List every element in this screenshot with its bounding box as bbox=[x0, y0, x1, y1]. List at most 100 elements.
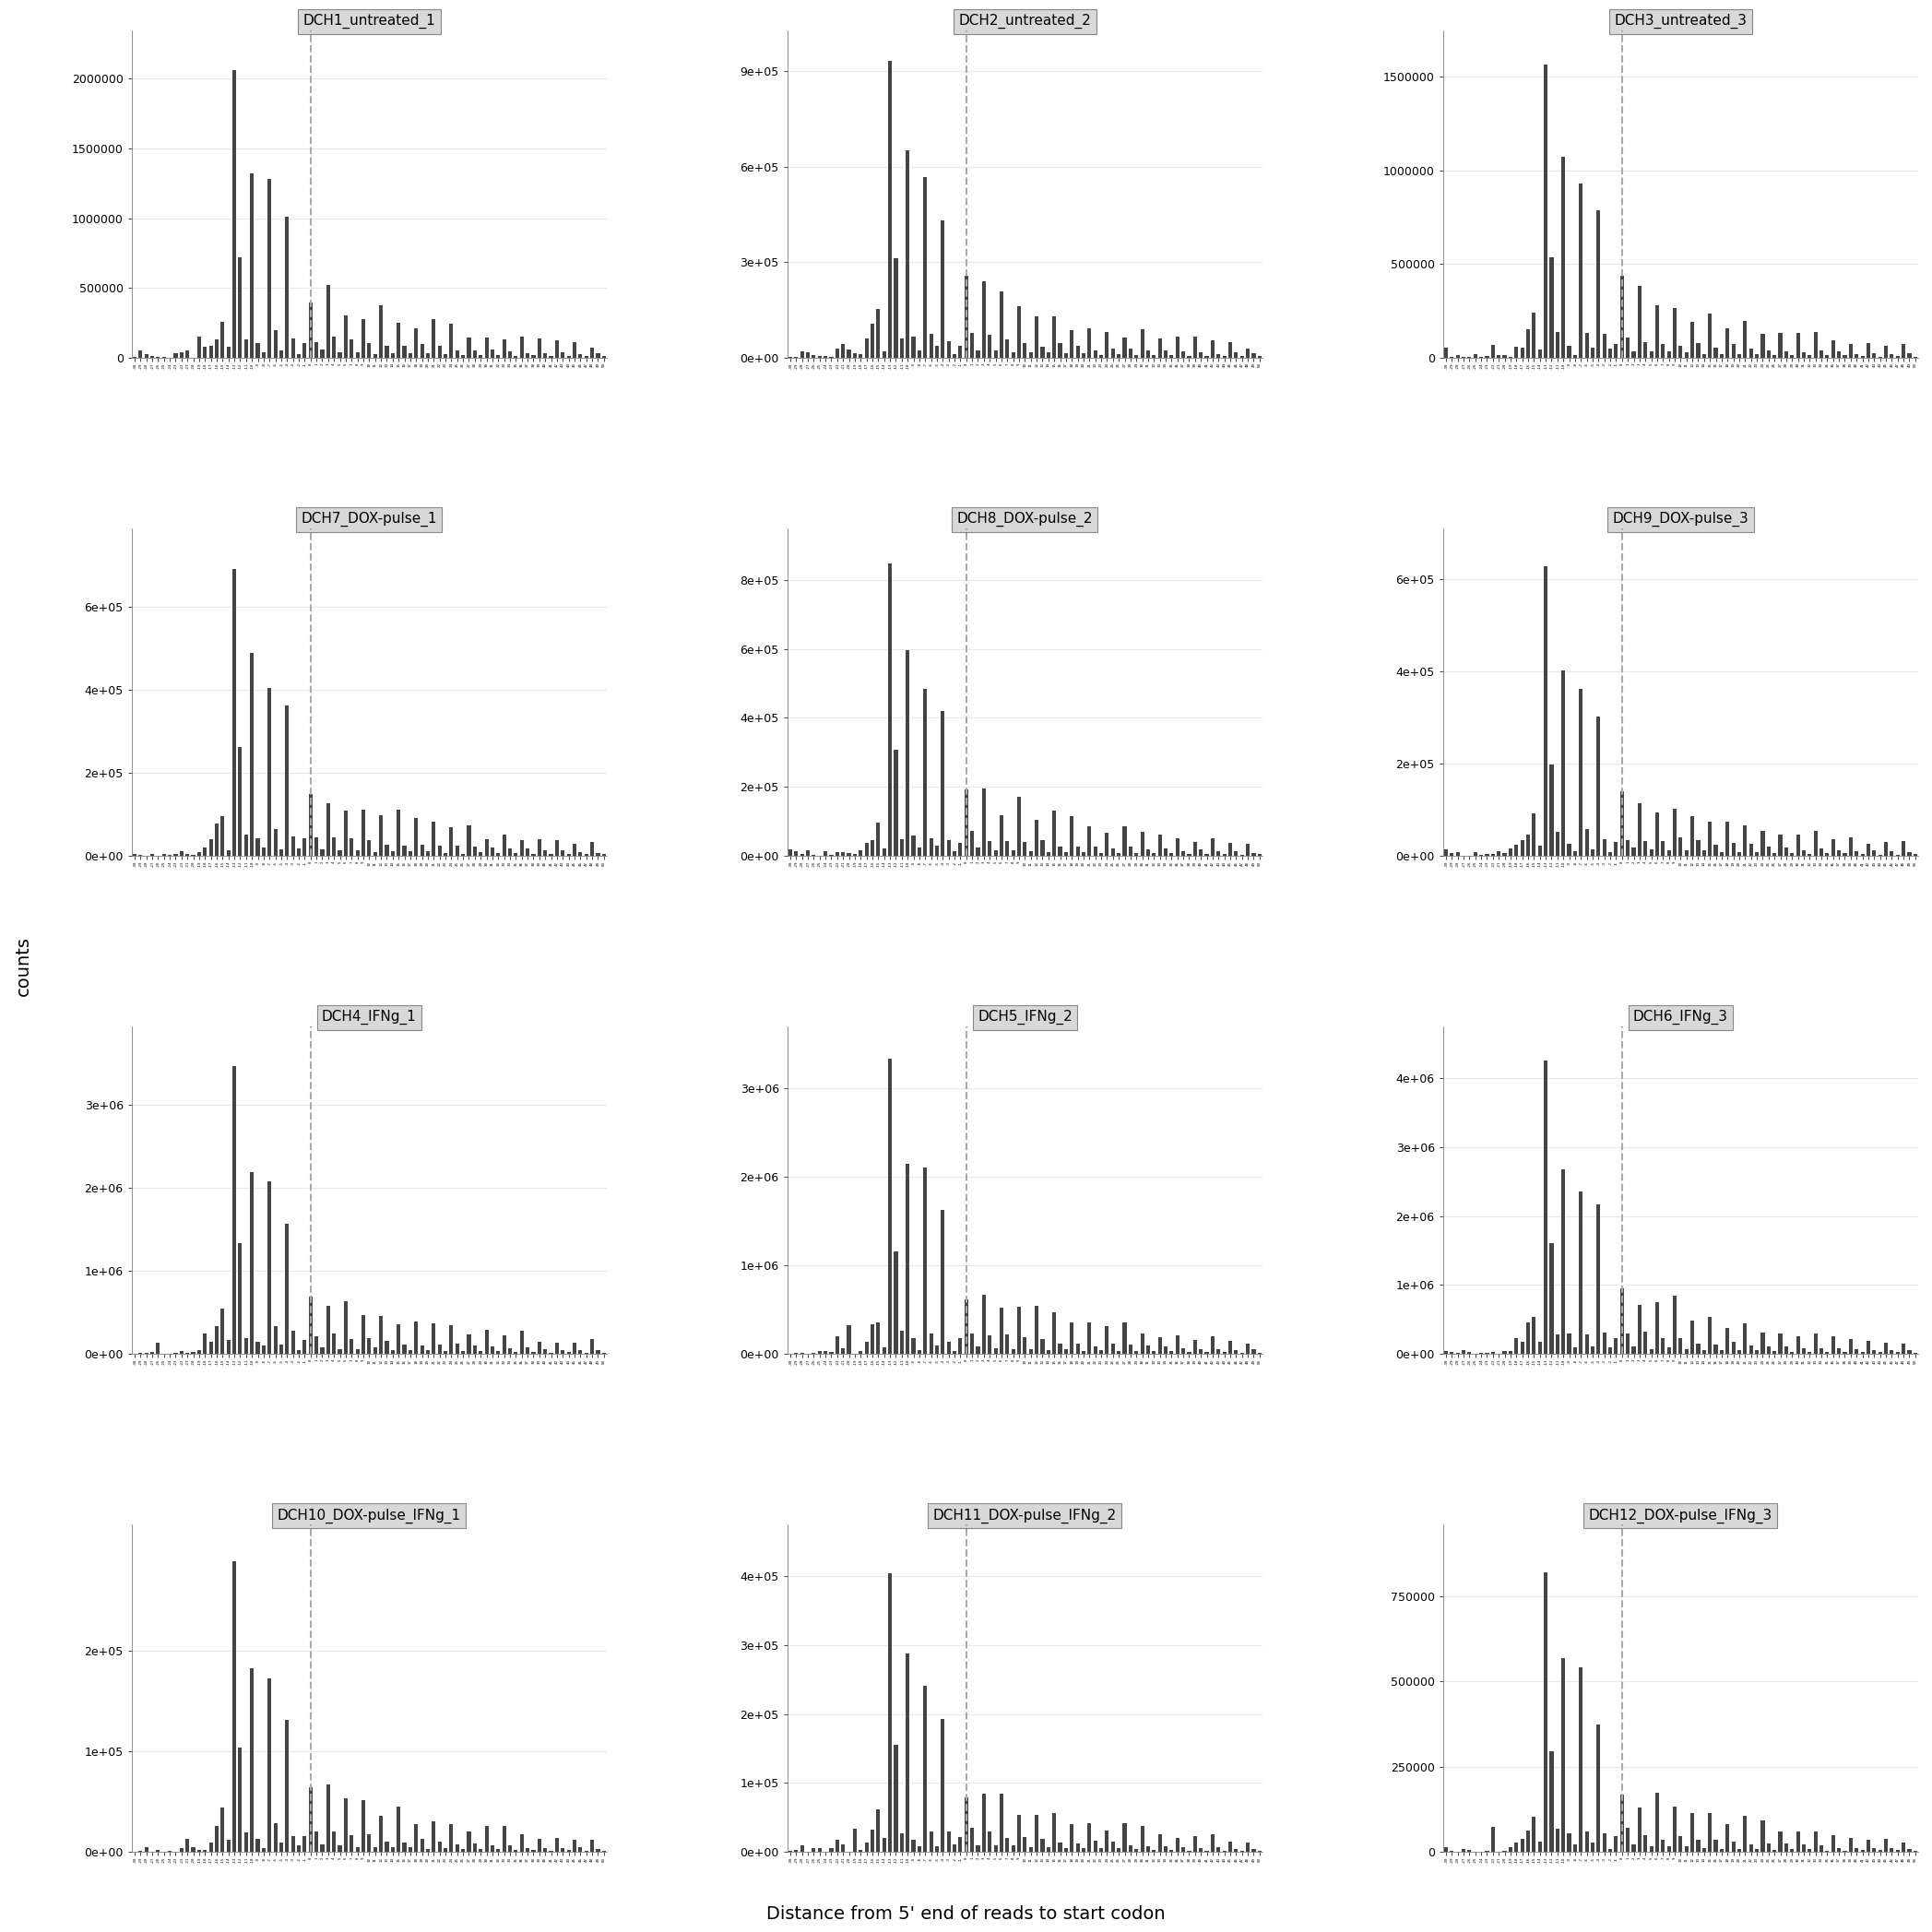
Bar bbox=[1731, 1841, 1735, 1853]
Bar bbox=[1832, 1835, 1835, 1853]
Bar bbox=[877, 309, 881, 357]
Bar bbox=[1760, 831, 1764, 856]
Bar bbox=[970, 831, 974, 856]
Bar bbox=[367, 344, 371, 357]
Bar bbox=[537, 338, 541, 357]
Bar bbox=[396, 810, 400, 856]
Bar bbox=[1785, 352, 1789, 357]
Bar bbox=[572, 342, 576, 357]
Bar bbox=[232, 1561, 236, 1853]
Bar bbox=[597, 354, 601, 357]
Bar bbox=[1901, 1841, 1905, 1853]
Bar bbox=[203, 1333, 207, 1354]
Bar bbox=[958, 346, 962, 357]
Bar bbox=[895, 1745, 898, 1853]
Bar bbox=[1743, 825, 1747, 856]
Bar bbox=[923, 178, 927, 357]
Bar bbox=[1194, 336, 1198, 357]
Bar bbox=[1520, 1341, 1524, 1354]
Bar bbox=[1140, 328, 1144, 357]
Bar bbox=[1808, 355, 1812, 357]
Bar bbox=[456, 844, 460, 856]
Bar bbox=[209, 346, 213, 357]
Bar bbox=[1596, 1725, 1600, 1853]
Bar bbox=[1731, 1341, 1735, 1354]
Bar bbox=[935, 346, 939, 357]
Bar bbox=[1211, 1337, 1215, 1354]
Bar bbox=[1708, 1812, 1712, 1853]
Bar bbox=[1520, 348, 1524, 357]
Bar bbox=[1128, 1845, 1132, 1853]
Bar bbox=[1206, 355, 1209, 357]
Bar bbox=[479, 852, 483, 856]
Bar bbox=[462, 355, 466, 357]
Bar bbox=[1714, 348, 1718, 357]
Bar bbox=[1134, 355, 1138, 357]
Bar bbox=[502, 835, 506, 856]
Bar bbox=[1188, 1352, 1190, 1354]
Bar bbox=[1627, 840, 1631, 856]
Bar bbox=[935, 1845, 939, 1853]
Bar bbox=[883, 1347, 887, 1354]
Bar bbox=[1549, 1750, 1553, 1853]
Bar bbox=[1731, 842, 1735, 856]
Bar bbox=[425, 1849, 429, 1853]
Bar bbox=[1105, 332, 1109, 357]
Bar bbox=[1685, 352, 1689, 357]
Bar bbox=[1754, 1849, 1758, 1853]
Bar bbox=[964, 1797, 968, 1853]
Bar bbox=[597, 852, 601, 856]
Bar bbox=[1627, 1333, 1631, 1354]
Bar bbox=[1872, 850, 1876, 856]
Bar bbox=[384, 346, 388, 357]
Bar bbox=[1010, 1349, 1014, 1354]
Bar bbox=[578, 1847, 582, 1853]
Bar bbox=[249, 1669, 253, 1853]
Bar bbox=[1690, 1321, 1694, 1354]
Bar bbox=[514, 1849, 518, 1853]
Bar bbox=[560, 850, 564, 856]
Bar bbox=[1134, 1350, 1138, 1354]
Bar bbox=[274, 1327, 278, 1354]
Bar bbox=[1194, 1339, 1198, 1354]
Bar bbox=[941, 711, 945, 856]
Bar bbox=[1474, 852, 1478, 856]
Bar bbox=[1520, 840, 1524, 856]
Bar bbox=[918, 352, 922, 357]
Bar bbox=[350, 1339, 354, 1354]
Bar bbox=[1443, 348, 1447, 357]
Bar bbox=[589, 1339, 593, 1354]
Bar bbox=[491, 848, 495, 856]
Bar bbox=[1544, 1573, 1548, 1853]
Bar bbox=[344, 810, 348, 856]
Bar bbox=[203, 1849, 207, 1853]
Bar bbox=[1047, 352, 1051, 357]
Bar bbox=[439, 1841, 442, 1853]
Bar bbox=[396, 1323, 400, 1354]
Bar bbox=[491, 350, 495, 357]
Bar bbox=[1708, 1318, 1712, 1354]
Bar bbox=[209, 838, 213, 856]
Bar bbox=[439, 1345, 442, 1354]
Bar bbox=[338, 850, 342, 856]
Bar bbox=[578, 1350, 582, 1354]
Bar bbox=[993, 350, 997, 357]
Bar bbox=[1188, 854, 1190, 856]
Bar bbox=[274, 330, 278, 357]
Bar bbox=[1679, 1337, 1683, 1354]
Bar bbox=[1573, 1347, 1577, 1354]
Bar bbox=[976, 1845, 980, 1853]
Bar bbox=[1673, 1296, 1677, 1354]
Bar bbox=[1509, 1350, 1513, 1354]
Bar bbox=[987, 1832, 991, 1853]
Bar bbox=[846, 854, 850, 856]
Bar bbox=[866, 1341, 867, 1354]
Bar bbox=[249, 653, 253, 856]
Bar bbox=[1099, 1350, 1103, 1354]
Bar bbox=[261, 848, 265, 856]
Bar bbox=[952, 354, 956, 357]
Bar bbox=[906, 1654, 910, 1853]
Bar bbox=[543, 1847, 547, 1853]
Bar bbox=[1122, 827, 1126, 856]
Bar bbox=[261, 1849, 265, 1853]
